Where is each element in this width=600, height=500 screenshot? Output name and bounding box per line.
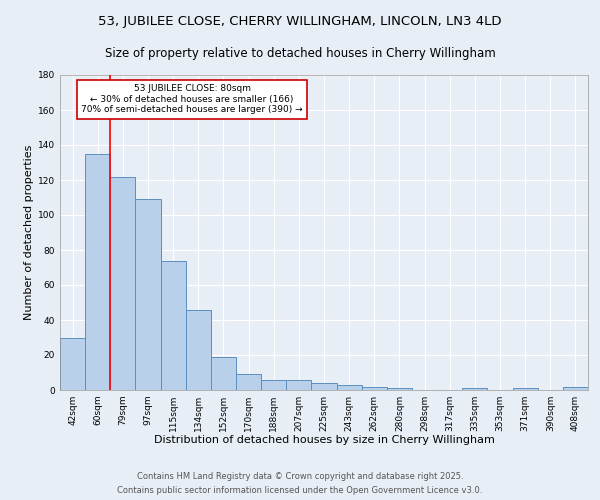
- Bar: [563, 386, 588, 390]
- Bar: [85, 154, 110, 390]
- Bar: [387, 388, 412, 390]
- Bar: [286, 380, 311, 390]
- Bar: [60, 338, 85, 390]
- Bar: [186, 310, 211, 390]
- Text: 53, JUBILEE CLOSE, CHERRY WILLINGHAM, LINCOLN, LN3 4LD: 53, JUBILEE CLOSE, CHERRY WILLINGHAM, LI…: [98, 15, 502, 28]
- Bar: [261, 380, 286, 390]
- Text: 53 JUBILEE CLOSE: 80sqm
← 30% of detached houses are smaller (166)
70% of semi-d: 53 JUBILEE CLOSE: 80sqm ← 30% of detache…: [81, 84, 303, 114]
- Bar: [512, 388, 538, 390]
- Text: Contains HM Land Registry data © Crown copyright and database right 2025.: Contains HM Land Registry data © Crown c…: [137, 472, 463, 481]
- Text: Size of property relative to detached houses in Cherry Willingham: Size of property relative to detached ho…: [104, 48, 496, 60]
- Bar: [136, 199, 161, 390]
- Bar: [311, 383, 337, 390]
- Bar: [211, 357, 236, 390]
- Y-axis label: Number of detached properties: Number of detached properties: [24, 145, 34, 320]
- Bar: [362, 386, 387, 390]
- Bar: [236, 374, 261, 390]
- X-axis label: Distribution of detached houses by size in Cherry Willingham: Distribution of detached houses by size …: [154, 436, 494, 446]
- Text: Contains public sector information licensed under the Open Government Licence v3: Contains public sector information licen…: [118, 486, 482, 495]
- Bar: [462, 388, 487, 390]
- Bar: [110, 176, 136, 390]
- Bar: [337, 385, 362, 390]
- Bar: [161, 260, 186, 390]
